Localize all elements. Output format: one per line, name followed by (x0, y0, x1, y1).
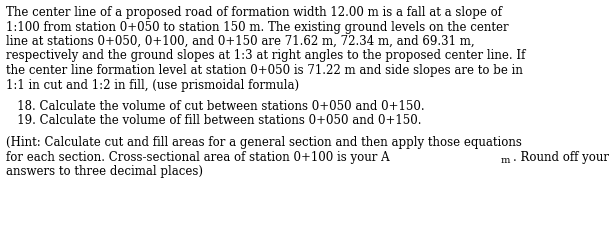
Text: 1:100 from station 0+050 to station 150 m. The existing ground levels on the cen: 1:100 from station 0+050 to station 150 … (6, 20, 509, 34)
Text: 1:1 in cut and 1:2 in fill, (use prismoidal formula): 1:1 in cut and 1:2 in fill, (use prismoi… (6, 78, 299, 91)
Text: (Hint: Calculate cut and fill areas for a general section and then apply those e: (Hint: Calculate cut and fill areas for … (6, 136, 522, 149)
Text: line at stations 0+050, 0+100, and 0+150 are 71.62 m, 72.34 m, and 69.31 m,: line at stations 0+050, 0+100, and 0+150… (6, 35, 475, 48)
Text: . Round off your: . Round off your (513, 150, 609, 163)
Text: m: m (501, 156, 510, 165)
Text: the center line formation level at station 0+050 is 71.22 m and side slopes are : the center line formation level at stati… (6, 64, 523, 77)
Text: 19. Calculate the volume of fill between stations 0+050 and 0+150.: 19. Calculate the volume of fill between… (6, 114, 422, 127)
Text: The center line of a proposed road of formation width 12.00 m is a fall at a slo: The center line of a proposed road of fo… (6, 6, 502, 19)
Text: 18. Calculate the volume of cut between stations 0+050 and 0+150.: 18. Calculate the volume of cut between … (6, 100, 425, 113)
Text: for each section. Cross-sectional area of station 0+100 is your A: for each section. Cross-sectional area o… (6, 150, 390, 163)
Text: answers to three decimal places): answers to three decimal places) (6, 165, 203, 178)
Text: respectively and the ground slopes at 1:3 at right angles to the proposed center: respectively and the ground slopes at 1:… (6, 49, 525, 62)
